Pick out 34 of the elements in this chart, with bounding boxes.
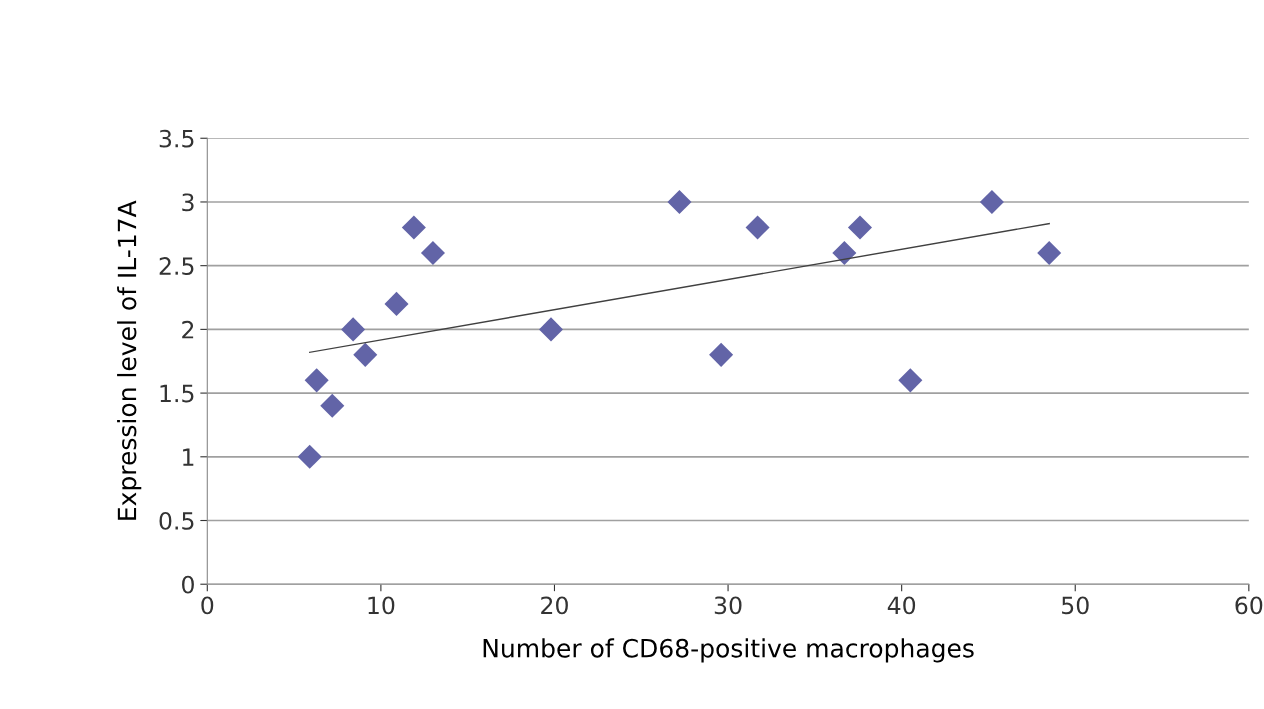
point — [341, 317, 366, 342]
point — [401, 215, 426, 240]
y-tick-label: 0.5 — [159, 511, 194, 530]
point — [832, 240, 857, 265]
point — [709, 342, 734, 367]
x-tick-label: 10 — [368, 596, 395, 615]
y-tick-label: 1.5 — [160, 384, 194, 403]
point — [847, 215, 873, 240]
point — [420, 240, 445, 265]
point — [979, 189, 1004, 214]
y-tick-label: 1 — [183, 448, 194, 466]
point — [898, 368, 923, 393]
x-tick-label: 0 — [201, 596, 214, 615]
x-tick-label: 20 — [541, 596, 568, 615]
point — [297, 444, 322, 469]
x-tick-label: 60 — [1235, 596, 1263, 615]
point — [667, 189, 692, 214]
x-axis-title: Number of CD68-positive macrophages — [483, 638, 974, 663]
point — [384, 291, 409, 316]
y-tick-label: 0 — [182, 575, 194, 594]
point — [320, 393, 345, 418]
x-tick-label: 50 — [1062, 596, 1089, 615]
y-tick-label: 3 — [182, 193, 194, 212]
y-tick-label: 2.5 — [159, 257, 194, 275]
point — [353, 342, 378, 367]
point — [304, 368, 329, 393]
x-tick-label: 40 — [887, 596, 916, 615]
point — [1037, 240, 1062, 265]
y-tick-label: 3.5 — [159, 129, 194, 148]
x-tick-label: 30 — [714, 596, 742, 615]
point — [745, 215, 770, 240]
y-axis-title: Expression level of IL-17A — [117, 200, 142, 520]
point — [538, 317, 564, 342]
y-tick-label: 2 — [182, 320, 194, 339]
